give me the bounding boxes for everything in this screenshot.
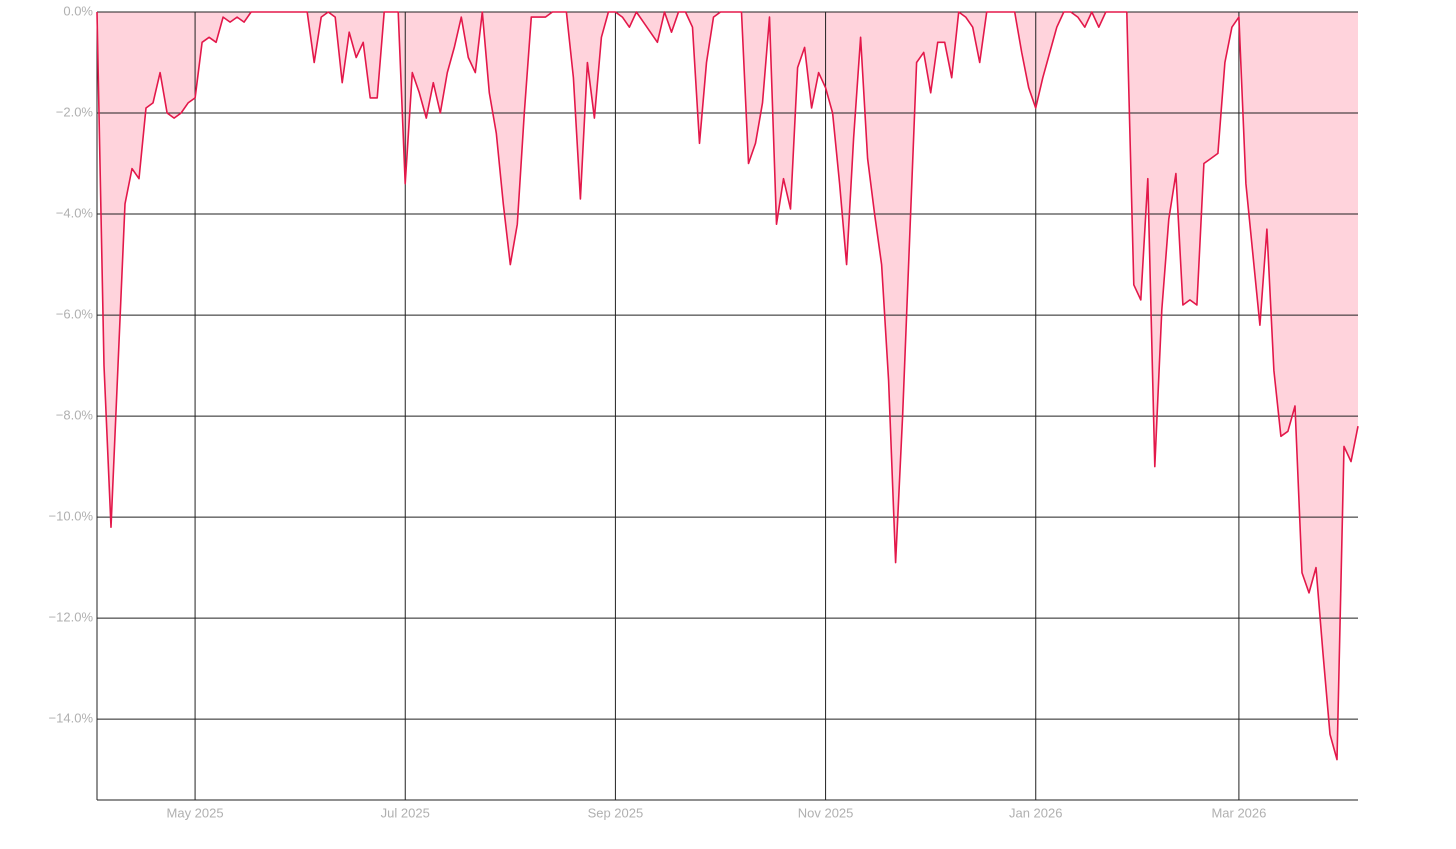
x-tick-label: Mar 2026 xyxy=(1211,805,1266,820)
drawdown-line xyxy=(96,11,1359,761)
y-tick-label: −2.0% xyxy=(56,104,94,119)
x-tick-label: Nov 2025 xyxy=(798,805,854,820)
x-tick-label: Sep 2025 xyxy=(588,805,644,820)
area-fill xyxy=(97,12,1358,760)
y-tick-label: −4.0% xyxy=(56,205,94,220)
y-tick-label: −12.0% xyxy=(49,610,94,625)
x-tick-label: Jul 2025 xyxy=(381,805,430,820)
y-tick-label: −8.0% xyxy=(56,408,94,423)
y-tick-label: 0.0% xyxy=(63,3,93,18)
x-tick-label: May 2025 xyxy=(167,805,224,820)
y-tick-label: −14.0% xyxy=(49,711,94,726)
y-tick-label: −10.0% xyxy=(49,509,94,524)
y-tick-label: −6.0% xyxy=(56,307,94,322)
x-tick-label: Jan 2026 xyxy=(1009,805,1063,820)
